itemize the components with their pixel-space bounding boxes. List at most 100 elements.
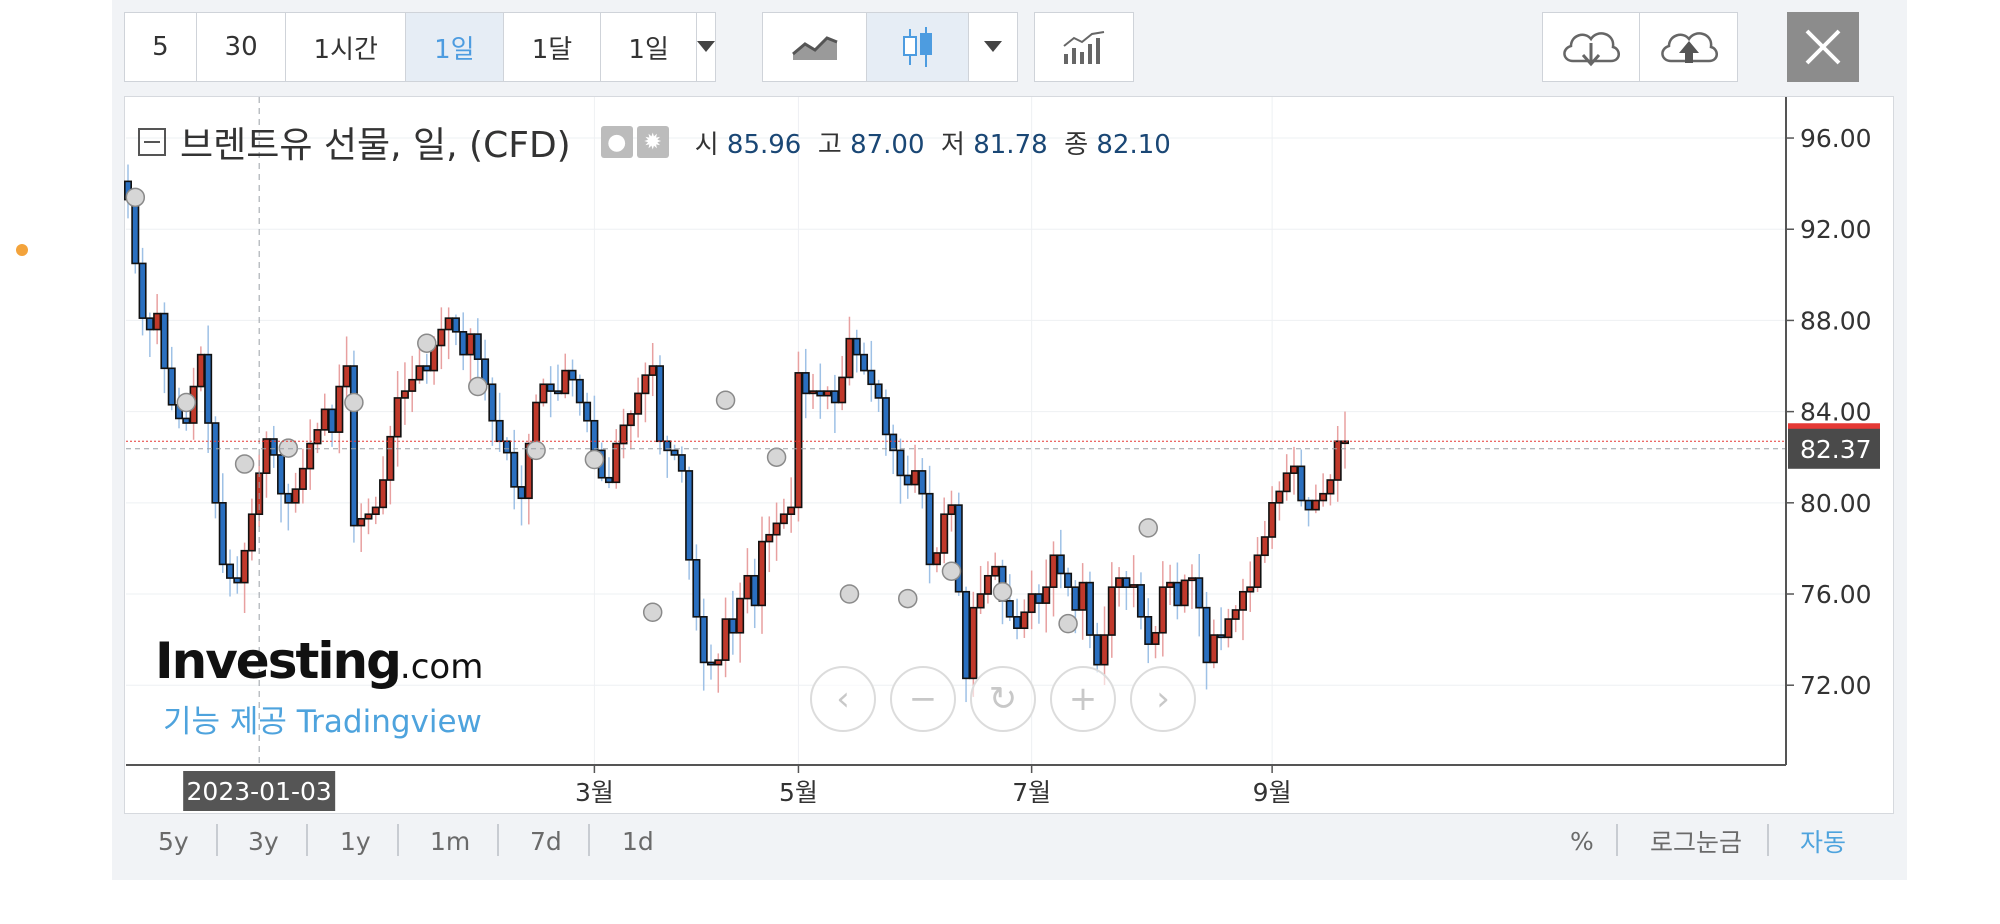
candle-body <box>634 392 643 415</box>
eye-icon[interactable]: ● <box>600 126 633 158</box>
save-chart-button[interactable] <box>1640 13 1737 81</box>
candle <box>291 472 300 513</box>
candle <box>648 342 657 397</box>
candle-body <box>444 317 453 331</box>
event-marker[interactable] <box>584 449 605 470</box>
close-button[interactable] <box>1787 12 1859 82</box>
event-marker[interactable] <box>642 602 663 622</box>
range-1d-button[interactable]: 1d <box>622 826 654 856</box>
candle <box>349 350 358 543</box>
percent-scale-button[interactable]: % <box>1570 826 1594 856</box>
zoom-out-button[interactable]: − <box>890 666 956 732</box>
event-marker[interactable] <box>234 454 255 474</box>
candle <box>1311 484 1320 514</box>
indicators-button[interactable] <box>1035 13 1133 81</box>
candle-body <box>962 590 971 680</box>
tradingview-credit[interactable]: 기능 제공 Tradingview <box>163 704 482 740</box>
separator <box>216 824 218 856</box>
load-chart-button[interactable] <box>1543 13 1640 81</box>
candle-body <box>809 390 818 395</box>
event-marker[interactable] <box>278 438 299 458</box>
time-axis[interactable]: 3월 5월 7월 9월 2023-01-03 <box>126 764 1786 811</box>
range-7d-button[interactable]: 7d <box>530 826 562 856</box>
candle-body <box>371 506 380 516</box>
event-marker[interactable] <box>898 588 918 609</box>
candlestick-chart-button[interactable] <box>867 13 969 81</box>
candle-body <box>903 474 912 486</box>
candle-body <box>1020 611 1029 630</box>
candle <box>1260 520 1269 563</box>
scroll-left-button[interactable]: ‹ <box>810 666 876 732</box>
candle <box>728 590 737 655</box>
candle-body <box>437 328 446 347</box>
event-marker[interactable] <box>1058 613 1078 634</box>
event-marker[interactable] <box>344 392 364 413</box>
range-1m-button[interactable]: 1m <box>430 826 471 856</box>
candle-body <box>830 390 839 404</box>
candle-body <box>1341 440 1350 445</box>
event-marker[interactable] <box>992 581 1013 602</box>
candle-body <box>575 378 584 404</box>
price-axis[interactable]: 96.00 92.00 88.00 84.00 80.00 76.00 72.00 82.37 <box>1785 97 1880 765</box>
interval-dropdown-button[interactable] <box>697 13 715 81</box>
event-marker[interactable] <box>715 390 736 410</box>
candle-body <box>583 401 592 422</box>
candle <box>488 377 497 446</box>
interval-1d-button[interactable]: 1일 <box>406 13 504 81</box>
range-1y-button[interactable]: 1y <box>340 826 371 856</box>
chart-type-dropdown-button[interactable] <box>969 13 1017 81</box>
low-value: 81.78 <box>973 129 1048 160</box>
candle <box>685 466 694 580</box>
event-marker[interactable] <box>941 561 962 581</box>
candle-body <box>940 513 949 554</box>
candle <box>867 340 876 402</box>
cloud-upload-icon <box>1660 32 1718 63</box>
range-3y-button[interactable]: 3y <box>248 826 279 856</box>
candle-body <box>1260 536 1269 557</box>
scroll-right-button[interactable]: › <box>1130 666 1196 732</box>
interval-1mo-button[interactable]: 1달 <box>504 13 602 81</box>
minus-icon: − <box>908 679 938 719</box>
event-marker[interactable] <box>468 376 488 397</box>
interval-30-button[interactable]: 30 <box>197 13 287 81</box>
x-tick-label: 3월 <box>575 778 614 807</box>
line-chart-button[interactable] <box>763 13 867 81</box>
range-5y-button[interactable]: 5y <box>158 826 189 856</box>
event-marker[interactable] <box>1138 518 1158 538</box>
candle-body <box>655 365 664 443</box>
interval-1d-alt-button[interactable]: 1일 <box>601 13 697 81</box>
log-scale-button[interactable]: 로그눈금 <box>1650 828 1743 857</box>
candle-body <box>925 492 934 566</box>
candle <box>1224 608 1233 648</box>
auto-scale-button[interactable]: 자동 <box>1800 828 1847 857</box>
collapse-legend-icon[interactable] <box>138 128 166 156</box>
interval-1h-button[interactable]: 1시간 <box>286 13 407 81</box>
candle <box>466 328 475 386</box>
gear-icon[interactable]: ✹ <box>636 126 669 158</box>
candle-body <box>881 397 890 436</box>
candle-body <box>1275 490 1284 504</box>
event-marker[interactable] <box>766 447 787 467</box>
candle <box>1158 561 1167 657</box>
reset-button[interactable]: ↻ <box>970 666 1036 732</box>
open-label: 시 <box>694 129 719 160</box>
event-marker[interactable] <box>839 584 860 604</box>
event-marker[interactable] <box>125 187 146 208</box>
separator <box>497 824 499 856</box>
candle-body <box>1151 631 1160 645</box>
ohlc-values: 시 85.96 고 87.00 저 81.78 종 82.10 <box>695 124 1171 161</box>
event-marker[interactable] <box>526 440 546 461</box>
candle-body <box>1246 586 1255 593</box>
candle <box>408 355 417 413</box>
candle-body <box>1173 581 1182 607</box>
event-marker[interactable] <box>417 333 437 353</box>
candle-body <box>1034 593 1043 604</box>
event-marker[interactable] <box>176 392 197 413</box>
interval-5-button[interactable]: 5 <box>125 13 197 81</box>
candle <box>269 425 278 468</box>
zoom-in-button[interactable]: + <box>1050 666 1116 732</box>
candle-body <box>335 385 344 433</box>
series-title: 브렌트유 선물, 일, (CFD) <box>180 125 571 166</box>
candle-body <box>626 413 635 427</box>
candle-body <box>1078 581 1087 611</box>
